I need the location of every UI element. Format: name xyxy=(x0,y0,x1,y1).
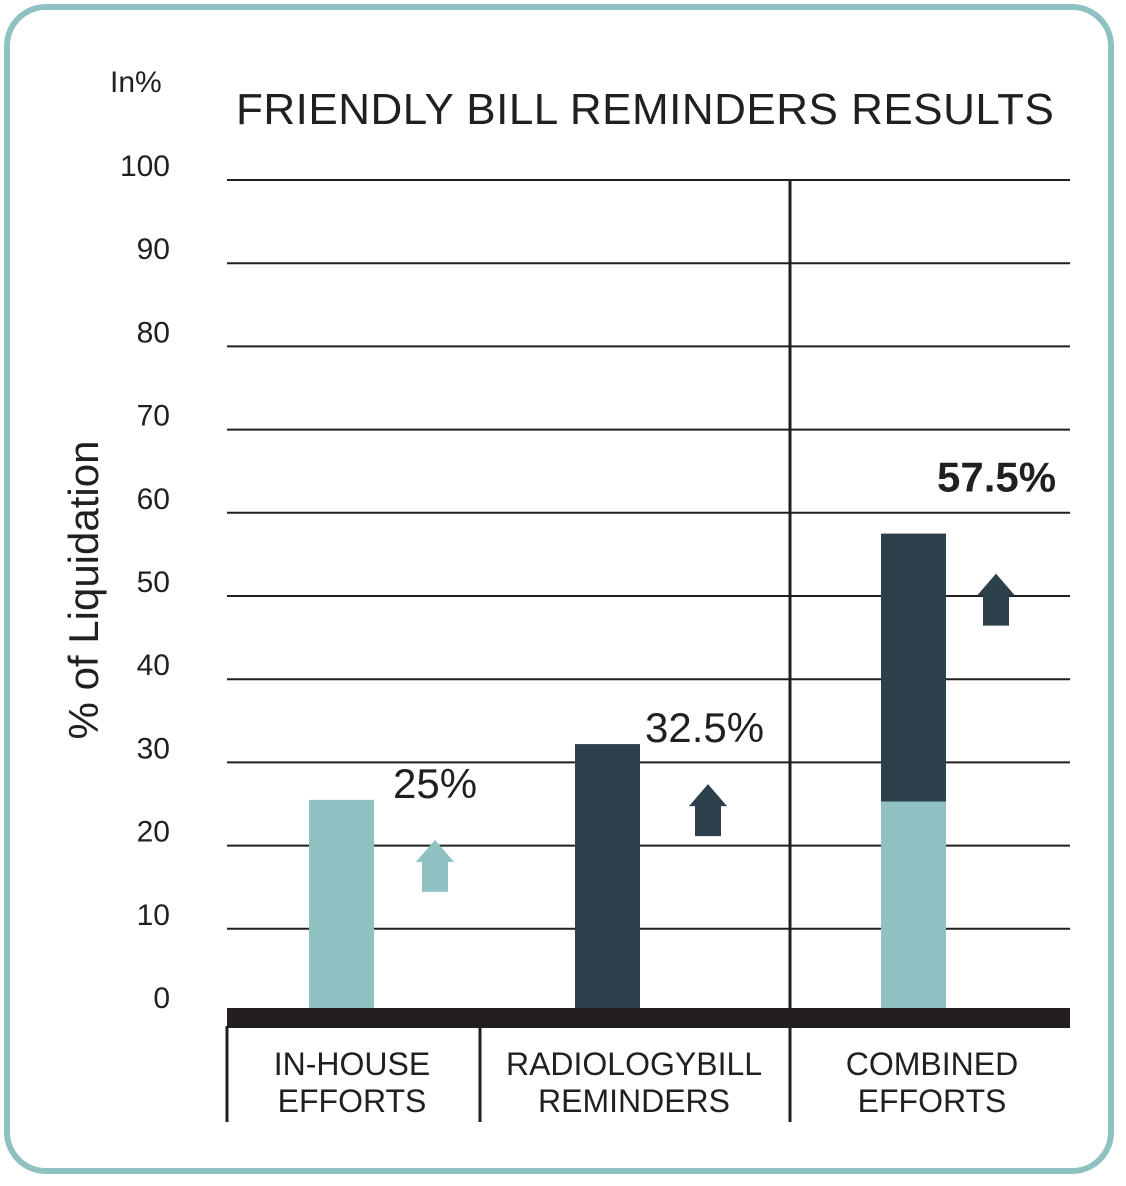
bar-segment xyxy=(575,744,640,1012)
chart-title: FRIENDLY BILL REMINDERS RESULTS xyxy=(236,85,1054,134)
category-labels: IN-HOUSEEFFORTSRADIOLOGYBILLREMINDERSCOM… xyxy=(274,1046,1018,1119)
data-label: 32.5% xyxy=(645,704,764,751)
arrows xyxy=(416,573,1015,892)
data-label: 25% xyxy=(393,760,477,807)
y-tick-label: 0 xyxy=(153,982,170,1015)
category-label-line2: EFFORTS xyxy=(278,1083,427,1119)
y-tick-label: 60 xyxy=(137,483,170,516)
increase-arrow-icon xyxy=(416,839,454,892)
y-axis-label: % of Liquidation xyxy=(60,441,107,740)
category-label-line2: REMINDERS xyxy=(538,1083,730,1119)
bars xyxy=(309,533,946,1012)
bar-segment xyxy=(881,533,946,802)
y-tick-label: 100 xyxy=(120,150,170,183)
y-tick-label: 30 xyxy=(137,732,170,765)
bar-segment xyxy=(309,799,374,1012)
x-axis xyxy=(225,180,1070,1122)
category-label-line1: RADIOLOGYBILL xyxy=(506,1046,762,1082)
unit-label: In% xyxy=(110,66,162,99)
bar-segment xyxy=(881,801,946,1012)
y-tick-label: 50 xyxy=(137,566,170,599)
category-label-line2: EFFORTS xyxy=(858,1083,1007,1119)
data-label: 57.5% xyxy=(937,454,1056,501)
category-label-line1: IN-HOUSE xyxy=(274,1046,430,1082)
y-tick-label: 70 xyxy=(137,400,170,433)
y-tick-label: 80 xyxy=(137,316,170,349)
y-tick-label: 10 xyxy=(137,899,170,932)
increase-arrow-icon xyxy=(689,784,727,837)
category-label-line1: COMBINED xyxy=(846,1046,1018,1082)
increase-arrow-icon xyxy=(977,573,1015,626)
data-labels: 25% 32.5% 57.5% xyxy=(393,454,1056,807)
y-tick-label: 90 xyxy=(137,233,170,266)
y-tick-label: 20 xyxy=(137,816,170,849)
y-tick-label: 40 xyxy=(137,649,170,682)
x-axis-baseline xyxy=(227,1008,1070,1028)
y-axis-ticks: 0 10 20 30 40 50 60 70 80 90 100 xyxy=(120,150,170,1015)
